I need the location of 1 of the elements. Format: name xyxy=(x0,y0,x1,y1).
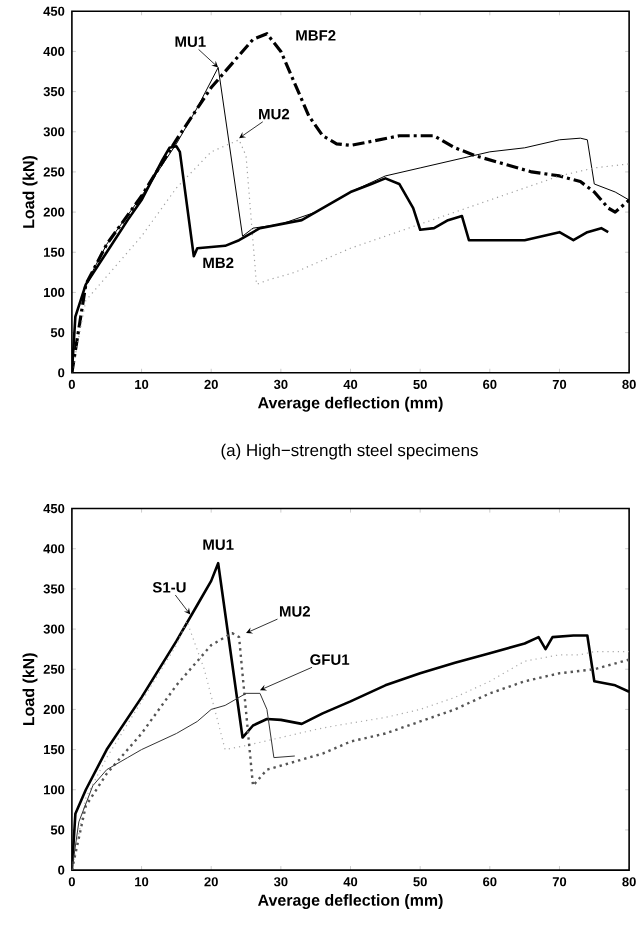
text: (a) High−strength steel specimens xyxy=(222,443,479,460)
